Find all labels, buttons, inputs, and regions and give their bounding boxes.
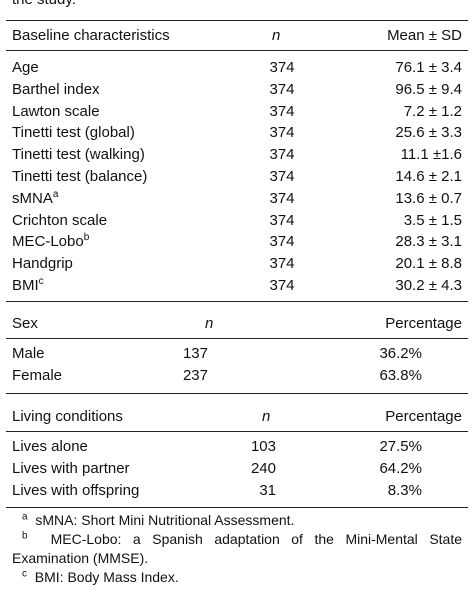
column-header: Living conditions: [12, 408, 123, 425]
row-label: Lawton scale: [12, 103, 100, 121]
label-text: BMI: [12, 277, 39, 294]
n-cell: 374: [269, 255, 295, 273]
rule: [6, 431, 468, 432]
footnote-mark: b: [83, 232, 90, 244]
column-header: Percentage: [385, 408, 462, 425]
row-label: Lives with partner: [12, 460, 130, 478]
footnote-text: sMNA: Short Mini Nutritional Assessment.: [35, 512, 295, 528]
footnote-mark: a: [52, 188, 59, 200]
label-text: Handgrip: [12, 255, 73, 273]
column-header: Mean ± SD: [387, 27, 462, 44]
n-cell: 374: [269, 189, 295, 207]
label-text: Tinetti test (balance): [12, 168, 148, 185]
column-header: Percentage: [385, 315, 462, 332]
value-cell: 25.6 ± 3.3: [395, 124, 462, 142]
column-header: n: [205, 315, 214, 332]
label-text: Lawton scale: [12, 102, 100, 120]
label-text: Lives with partner: [12, 459, 130, 477]
row-label: Barthel index: [12, 81, 100, 99]
n-cell: 374: [269, 211, 295, 229]
label-text: Crichton scale: [12, 211, 108, 229]
value-cell: 76.1 ± 3.4: [395, 59, 462, 76]
value-cell: 3.5 ± 1.5: [403, 211, 462, 229]
label-text: Tinetti test (global): [12, 124, 135, 142]
n-cell: 31: [259, 481, 276, 499]
footnote-mark: b: [22, 530, 28, 542]
value-cell: 7.2 ± 1.2: [403, 102, 462, 120]
label-text: Lives alone: [12, 438, 88, 455]
row-label: MEC-Lobob: [12, 233, 89, 251]
row-label: sMNAa: [12, 188, 59, 208]
n-cell: 374: [269, 80, 295, 98]
row-label: Lives with offspring: [12, 482, 139, 500]
column-header: n: [262, 408, 271, 425]
footnote-text: BMI: Body Mass Index.: [34, 569, 179, 585]
footnote: a sMNA: Short Mini Nutritional Assessmen…: [12, 511, 462, 530]
n-cell: 137: [182, 345, 208, 362]
value-cell: 8.3%: [387, 481, 422, 499]
footnote-text: MEC-Lobo: a Spanish adaptation of the Mi…: [12, 531, 463, 566]
label-text: Age: [12, 59, 39, 76]
label-text: Female: [12, 366, 63, 384]
row-label: Handgrip: [12, 255, 73, 273]
value-cell: 96.5 ± 9.4: [395, 80, 462, 98]
label-text: MEC-Lobo: [12, 233, 84, 251]
rule: [6, 20, 468, 21]
n-cell: 374: [269, 102, 295, 120]
rule: [6, 338, 468, 339]
footnote: c BMI: Body Mass Index.: [12, 568, 462, 587]
row-label: Lives alone: [12, 438, 88, 456]
value-cell: 63.8%: [379, 366, 422, 384]
rule: [6, 393, 468, 394]
column-header: n: [272, 27, 281, 44]
value-cell: 27.5%: [379, 438, 422, 455]
label-text: Tinetti test (walking): [12, 146, 145, 164]
footnote-mark: a: [22, 511, 28, 523]
row-label: Male: [12, 345, 45, 363]
row-label: Tinetti test (walking): [12, 146, 145, 164]
n-cell: 374: [269, 277, 295, 294]
value-cell: 20.1 ± 8.8: [395, 255, 462, 273]
caption: the study.: [12, 0, 76, 9]
value-cell: 14.6 ± 2.1: [395, 168, 462, 185]
n-cell: 374: [269, 233, 295, 251]
column-header: Baseline characteristics: [12, 27, 170, 44]
n-cell: 374: [269, 59, 295, 76]
n-cell: 374: [269, 146, 295, 164]
value-cell: 36.2%: [379, 345, 422, 362]
value-cell: 13.6 ± 0.7: [395, 189, 462, 207]
value-cell: 11.1 ±1.6: [400, 146, 462, 164]
value-cell: 64.2%: [379, 459, 422, 477]
n-cell: 374: [269, 124, 295, 142]
label-text: Male: [12, 345, 45, 362]
n-cell: 103: [250, 438, 276, 455]
row-label: Tinetti test (balance): [12, 168, 147, 186]
row-label: Age: [12, 59, 39, 77]
row-label: Crichton scale: [12, 212, 107, 230]
rule: [6, 301, 468, 302]
value-cell: 30.2 ± 4.3: [395, 277, 462, 294]
footnote-mark: c: [38, 276, 44, 287]
rule: [6, 50, 468, 51]
column-header: Sex: [12, 315, 38, 332]
n-cell: 240: [250, 459, 276, 477]
n-cell: 374: [269, 168, 295, 185]
value-cell: 28.3 ± 3.1: [395, 233, 462, 251]
footnote-mark: c: [22, 568, 27, 580]
n-cell: 237: [182, 366, 208, 384]
rule: [6, 507, 468, 508]
label-text: Lives with offspring: [12, 481, 140, 499]
label-text: sMNA: [12, 189, 53, 207]
row-label: Tinetti test (global): [12, 124, 135, 142]
label-text: Barthel index: [12, 80, 100, 98]
row-label: BMIc: [12, 277, 44, 295]
footnote: b MEC-Lobo: a Spanish adaptation of the …: [12, 530, 462, 568]
row-label: Female: [12, 367, 62, 385]
